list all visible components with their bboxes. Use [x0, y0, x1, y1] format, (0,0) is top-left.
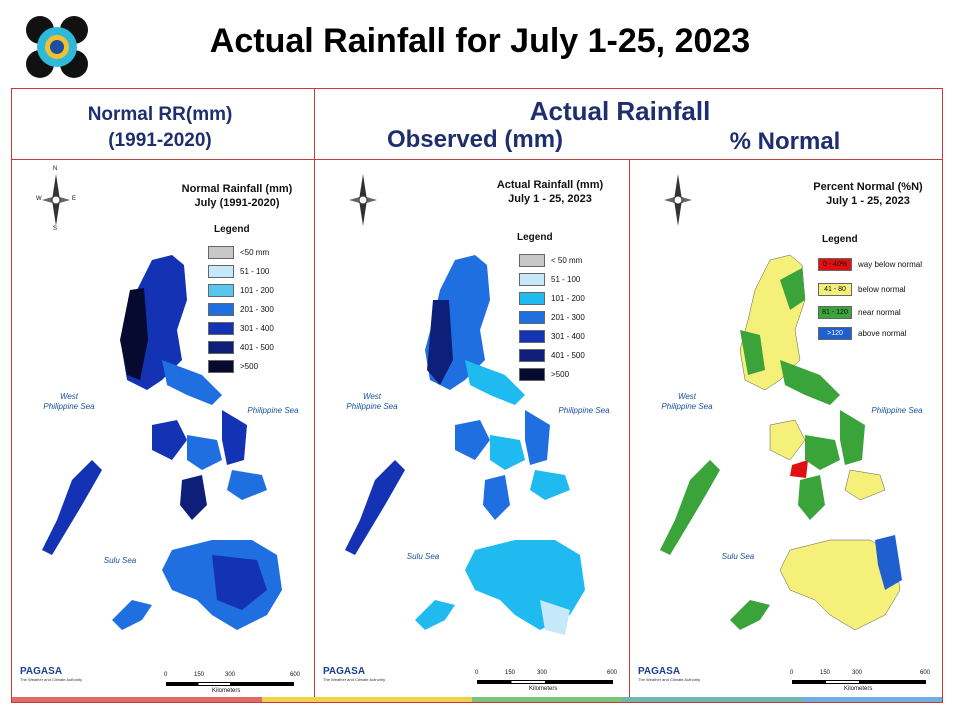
philippine-sea-label: Philippine Sea [558, 406, 610, 415]
panel2-legend-title: Legend [517, 232, 553, 243]
legend-item: <50 mm [208, 246, 269, 259]
footer-strip-yellow [262, 697, 472, 702]
pagasa-brand: PAGASA The Weather and Climate Authority [323, 666, 386, 682]
compass-icon [349, 174, 377, 226]
panel3-legend-title: Legend [822, 234, 858, 245]
scale-tick: 300 [852, 670, 863, 676]
footer-strip-green [472, 697, 622, 702]
scale-tick: 300 [225, 672, 236, 678]
panel2-title-line1: Actual Rainfall (mm) [496, 179, 604, 191]
panel3-title-line2: July 1 - 25, 2023 [826, 195, 910, 207]
panel1-title-line2: July (1991-2020) [194, 197, 280, 209]
scale-tick: 600 [290, 672, 301, 678]
legend-item: 301 - 400 [519, 330, 585, 343]
panel1-legend-title: Legend [214, 224, 250, 235]
legend-item: < 50 mm [519, 254, 582, 267]
scale-tick: 0 [475, 670, 479, 676]
philippines-map-shape [660, 254, 902, 631]
normal-header-line2: (1991-2020) [108, 130, 212, 151]
west-philippine-sea-label: West Philippine Sea [346, 392, 398, 411]
legend-item: >500 [519, 368, 569, 381]
page-title: Actual Rainfall for July 1-25, 2023 [209, 22, 751, 60]
panel3-title-line1: Percent Normal (%N) [813, 181, 923, 193]
philippines-map-shape [345, 255, 585, 635]
sulu-sea-label: Sulu Sea [721, 552, 755, 561]
scale-tick: 600 [607, 670, 618, 676]
legend-item: 401 - 500 [519, 349, 585, 362]
panel2-title-line2: July 1 - 25, 2023 [508, 193, 592, 205]
scale-tick: 600 [920, 670, 931, 676]
scale-tick: 150 [194, 672, 205, 678]
legend-item: 51 - 100 [519, 273, 580, 286]
observed-header: Observed (mm) [386, 126, 564, 153]
philippine-sea-label: Philippine Sea [247, 406, 299, 415]
pagasa-brand: PAGASA The Weather and Climate Authority [638, 666, 701, 682]
scale-tick: 0 [164, 672, 168, 678]
compass-n-label: N [53, 166, 58, 172]
footer-strip-teal [622, 697, 802, 702]
legend-item: >500 [208, 360, 258, 373]
legend-item: >120 above normal [818, 327, 906, 340]
compass-e-label: E [72, 196, 77, 202]
scale-unit: Kilometers [844, 686, 873, 692]
west-philippine-sea-label: West Philippine Sea [661, 392, 713, 411]
pagasa-logo-icon [26, 16, 88, 78]
scale-unit: Kilometers [212, 688, 241, 694]
legend-item: 101 - 200 [519, 292, 585, 305]
normal-header-line1: Normal RR(mm) [87, 104, 233, 125]
scale-tick: 150 [820, 670, 831, 676]
scale-tick: 150 [505, 670, 516, 676]
sulu-sea-label: Sulu Sea [406, 552, 440, 561]
scale-bar [792, 680, 926, 684]
legend-item: 201 - 300 [519, 311, 585, 324]
compass-s-label: S [53, 226, 58, 232]
scale-unit: Kilometers [529, 686, 558, 692]
sulu-sea-label: Sulu Sea [103, 556, 137, 565]
percent-normal-map-panel: Percent Normal (%N) July 1 - 25, 2023 Le… [630, 160, 942, 700]
philippine-sea-label: Philippine Sea [871, 406, 923, 415]
actual-rainfall-map-panel: Actual Rainfall (mm) July 1 - 25, 2023 L… [315, 160, 629, 700]
compass-w-label: W [36, 196, 42, 202]
percent-normal-map [660, 174, 902, 631]
philippines-map-shape [42, 255, 282, 630]
pagasa-brand: PAGASA The Weather and Climate Authority [20, 666, 83, 682]
scale-tick: 0 [790, 670, 794, 676]
legend-item: 51 - 100 [208, 265, 269, 278]
scale-bar [166, 682, 294, 686]
legend-item: 41 - 80 below normal [818, 283, 906, 296]
panel1-title-line1: Normal Rainfall (mm) [181, 183, 293, 195]
legend-item: 0 - 40% way below normal [818, 258, 922, 271]
scale-bar [477, 680, 613, 684]
legend-item: 301 - 400 [208, 322, 274, 335]
scale-tick: 300 [537, 670, 548, 676]
actual-rainfall-map [345, 174, 585, 635]
compass-icon [42, 174, 70, 226]
legend-item: 201 - 300 [208, 303, 274, 316]
panel-frame-3 [629, 159, 943, 703]
legend-item: 81 - 120 near normal [818, 306, 901, 319]
legend-item: 101 - 200 [208, 284, 274, 297]
footer-strip-red [12, 697, 262, 702]
normal-rainfall-map [42, 174, 282, 630]
actual-rainfall-header: Actual Rainfall [529, 96, 711, 126]
compass-icon [664, 174, 692, 226]
footer-strip-blue [802, 697, 942, 702]
percent-normal-header: % Normal [729, 128, 841, 155]
legend-item: 401 - 500 [208, 341, 274, 354]
normal-rainfall-map-panel: Normal Rainfall (mm) July (1991-2020) Le… [12, 160, 314, 700]
west-philippine-sea-label: West Philippine Sea [43, 392, 95, 411]
